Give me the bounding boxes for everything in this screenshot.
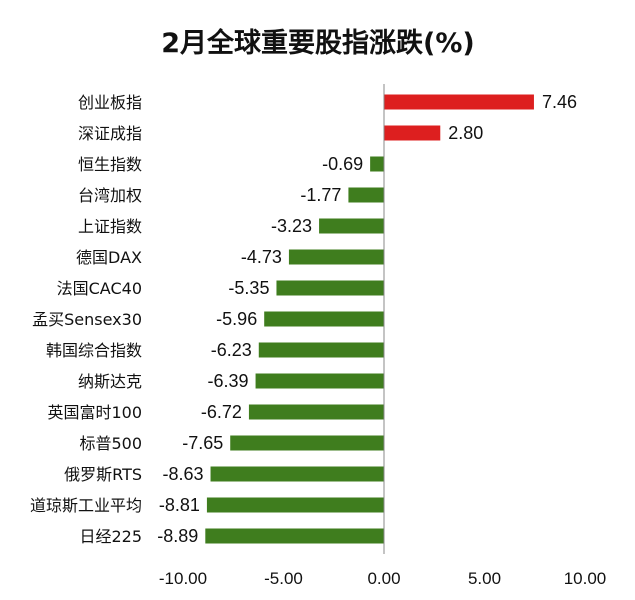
category-label: 法国CAC40 [57, 279, 142, 298]
value-label: -5.35 [228, 278, 269, 298]
bar-6 [276, 280, 384, 296]
category-label: 德国DAX [76, 248, 142, 267]
bar-2 [370, 156, 384, 172]
category-label: 道琼斯工业平均 [30, 496, 142, 515]
x-tick-label: -5.00 [264, 569, 303, 588]
bar-9 [255, 373, 384, 389]
bar-4 [319, 218, 384, 234]
value-label: -5.96 [216, 309, 257, 329]
bar-14 [205, 528, 384, 544]
value-label: 2.80 [448, 123, 483, 143]
value-label: -4.73 [241, 247, 282, 267]
category-label: 英国富时100 [47, 403, 142, 422]
category-label: 孟买Sensex30 [32, 310, 142, 329]
value-label: -3.23 [271, 216, 312, 236]
x-tick-label: 0.00 [367, 569, 400, 588]
chart-title: 2月全球重要股指涨跌(%) [161, 27, 475, 59]
value-label: -6.39 [208, 371, 249, 391]
value-label: -6.72 [201, 402, 242, 422]
bar-11 [230, 435, 384, 451]
category-label: 纳斯达克 [78, 372, 142, 391]
value-label: -7.65 [182, 433, 223, 453]
category-label: 深证成指 [78, 124, 142, 143]
bar-8 [258, 342, 384, 358]
value-label: -6.23 [211, 340, 252, 360]
bar-3 [348, 187, 384, 203]
bar-12 [210, 466, 384, 482]
x-tick-label: 5.00 [468, 569, 501, 588]
value-label: -8.63 [163, 464, 204, 484]
category-label: 韩国综合指数 [46, 341, 142, 360]
labels-layer: 创业板指 7.46 深证成指 2.80 恒生指数 -0.69 台湾加权 -1.77 上证指数 -3… [30, 92, 577, 546]
category-label: 标普500 [79, 434, 142, 453]
category-label: 恒生指数 [78, 155, 142, 174]
category-label: 俄罗斯RTS [64, 465, 142, 484]
bars-layer [205, 94, 534, 544]
category-label: 台湾加权 [78, 186, 142, 205]
bar-13 [206, 497, 384, 513]
category-label: 日经225 [79, 527, 142, 546]
bar-1 [384, 125, 441, 141]
value-label: -0.69 [322, 154, 363, 174]
value-label: -8.81 [159, 495, 200, 515]
bar-10 [248, 404, 384, 420]
value-label: -8.89 [157, 526, 198, 546]
bar-7 [264, 311, 384, 327]
value-label: -1.77 [300, 185, 341, 205]
x-axis: -10.00 -5.00 0.00 5.00 10.00 [159, 84, 606, 588]
x-tick-label: -10.00 [159, 569, 207, 588]
x-tick-label: 10.00 [564, 569, 607, 588]
category-label: 创业板指 [78, 93, 142, 112]
bar-0 [384, 94, 534, 110]
category-label: 上证指数 [78, 217, 142, 236]
value-label: 7.46 [542, 92, 577, 112]
bar-5 [288, 249, 384, 265]
